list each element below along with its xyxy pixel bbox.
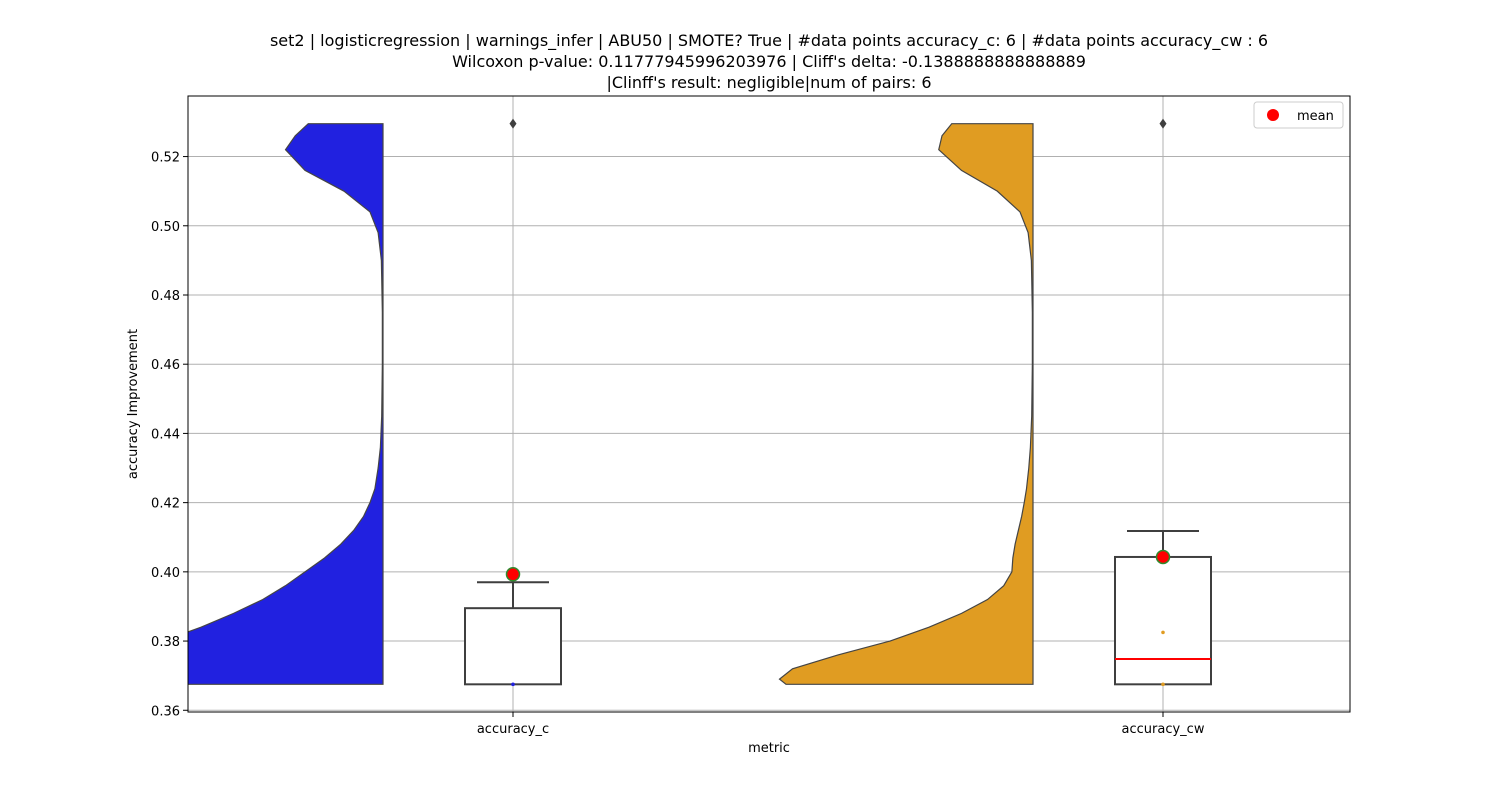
violin-accuracy_cw <box>778 123 1034 685</box>
y-tick-label: 0.50 <box>151 220 180 235</box>
violin-accuracy_c <box>188 123 384 685</box>
legend-mean-marker <box>1267 109 1279 121</box>
y-tick-label: 0.46 <box>151 358 180 373</box>
data-point <box>1161 682 1165 687</box>
legend-box <box>1253 101 1344 129</box>
legend-mean-label: mean <box>1297 109 1334 124</box>
box-accuracy_cw <box>1114 555 1212 686</box>
boxplots <box>464 118 1212 687</box>
y-tick-label: 0.40 <box>151 566 180 581</box>
y-axis-ticks: 0.36 0.38 0.40 0.42 0.44 0.46 0.48 0.50 0.52 <box>151 151 188 719</box>
data-point <box>1161 630 1165 635</box>
y-tick-label: 0.44 <box>151 427 180 442</box>
legend: mean <box>1253 101 1344 129</box>
mean-marker <box>1155 549 1171 565</box>
title-line-3: |Clinff's result: negligible|num of pair… <box>606 73 931 92</box>
x-axis-ticks: accuracy_c accuracy_cw <box>477 712 1205 737</box>
y-tick-label: 0.38 <box>151 635 180 650</box>
y-tick-label: 0.42 <box>151 497 180 512</box>
chart-title: set2 | logisticregression | warnings_inf… <box>270 31 1268 92</box>
y-tick-label: 0.52 <box>151 151 180 166</box>
x-tick-label: accuracy_c <box>477 722 549 737</box>
x-tick-label: accuracy_cw <box>1122 722 1205 737</box>
title-line-2: Wilcoxon p-value: 0.11777945996203976 | … <box>452 52 1086 71</box>
plot-area <box>187 95 1351 713</box>
title-line-1: set2 | logisticregression | warnings_inf… <box>270 31 1268 51</box>
y-tick-label: 0.36 <box>151 704 180 719</box>
x-axis-label: metric <box>748 741 790 756</box>
axes-frame <box>187 95 1351 713</box>
y-axis-label: accuracy Improvement <box>126 329 141 479</box>
outlier-marker <box>1159 118 1167 129</box>
violins <box>188 123 1034 685</box>
y-tick-label: 0.48 <box>151 289 180 304</box>
outlier-marker <box>509 118 517 129</box>
data-point <box>511 682 515 687</box>
box-accuracy_c <box>464 607 562 686</box>
mean-marker <box>505 567 521 582</box>
